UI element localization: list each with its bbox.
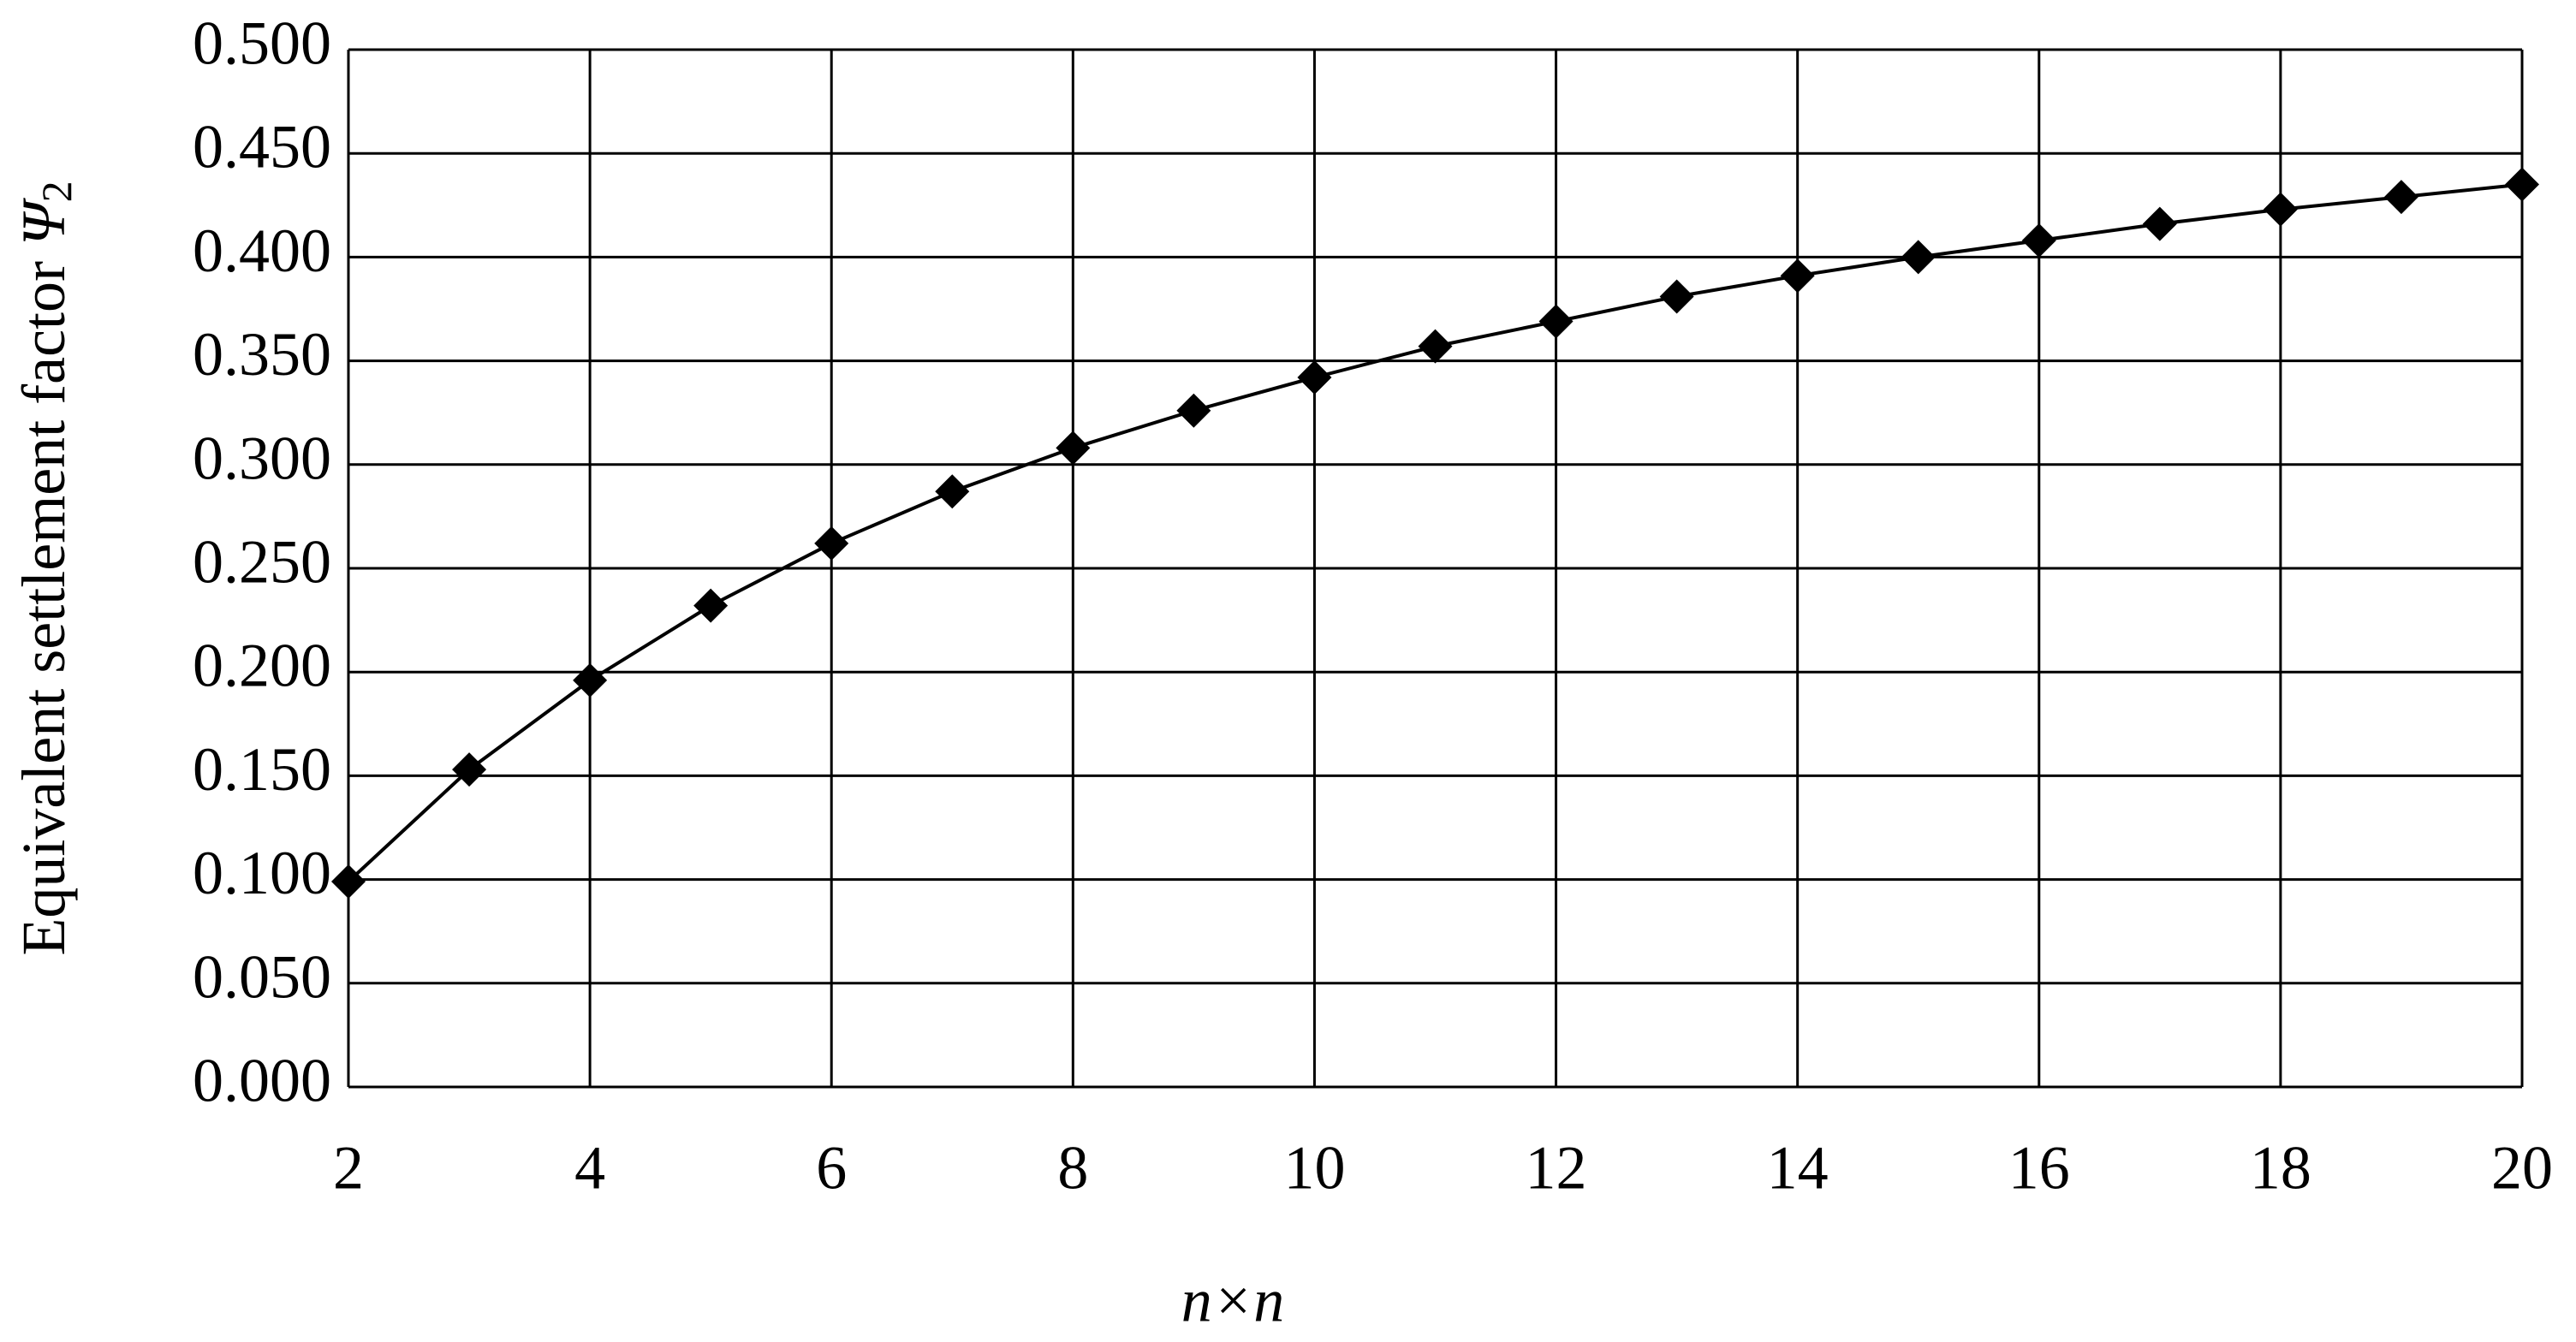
x-tick-label: 4 <box>574 1134 605 1202</box>
data-point <box>1297 359 1332 395</box>
data-point <box>2021 223 2056 258</box>
y-tick-label: 0.350 <box>193 320 331 389</box>
y-axis-label-symbol: Ψ <box>9 197 78 246</box>
data-point <box>1418 329 1453 364</box>
data-point <box>693 588 729 623</box>
x-tick-label: 16 <box>2008 1134 2070 1202</box>
x-tick-label: 20 <box>2491 1134 2553 1202</box>
x-tick-label: 12 <box>1526 1134 1587 1202</box>
y-tick-label: 0.250 <box>193 528 331 597</box>
y-tick-label: 0.400 <box>193 217 331 285</box>
y-tick-label: 0.150 <box>193 735 331 804</box>
data-point <box>1176 393 1211 428</box>
data-point <box>2505 167 2539 202</box>
data-point <box>331 864 366 900</box>
data-point <box>814 526 849 561</box>
data-point <box>452 752 487 787</box>
data-point <box>1780 258 1815 294</box>
x-tick-label: 14 <box>1767 1134 1829 1202</box>
data-point <box>1538 304 1574 339</box>
data-point <box>2263 192 2298 227</box>
x-tick-label: 10 <box>1283 1134 1345 1202</box>
data-point <box>2142 206 2177 241</box>
y-tick-label: 0.100 <box>193 839 331 907</box>
y-axis-label: Equivalent settlement factor Ψ2 <box>9 181 81 955</box>
y-tick-label: 0.050 <box>193 942 331 1011</box>
y-tick-label: 0.000 <box>193 1047 331 1115</box>
data-point <box>1056 431 1091 466</box>
y-axis-label-subscript: 2 <box>33 181 80 202</box>
y-tick-label: 0.200 <box>193 632 331 700</box>
data-point <box>1901 240 1936 275</box>
x-tick-label: 2 <box>333 1134 364 1202</box>
data-point <box>1659 279 1694 314</box>
y-axis-label-text: Equivalent settlement factor <box>9 261 78 956</box>
x-axis-label: n×n <box>1181 1267 1285 1335</box>
x-tick-label: 8 <box>1057 1134 1088 1202</box>
x-tick-label: 18 <box>2250 1134 2311 1202</box>
y-tick-label: 0.500 <box>193 9 331 78</box>
data-point <box>573 662 608 698</box>
y-tick-label: 0.300 <box>193 424 331 492</box>
data-point <box>2383 180 2418 215</box>
data-point <box>935 474 970 509</box>
y-tick-label: 0.450 <box>193 113 331 181</box>
x-tick-label: 6 <box>816 1134 847 1202</box>
